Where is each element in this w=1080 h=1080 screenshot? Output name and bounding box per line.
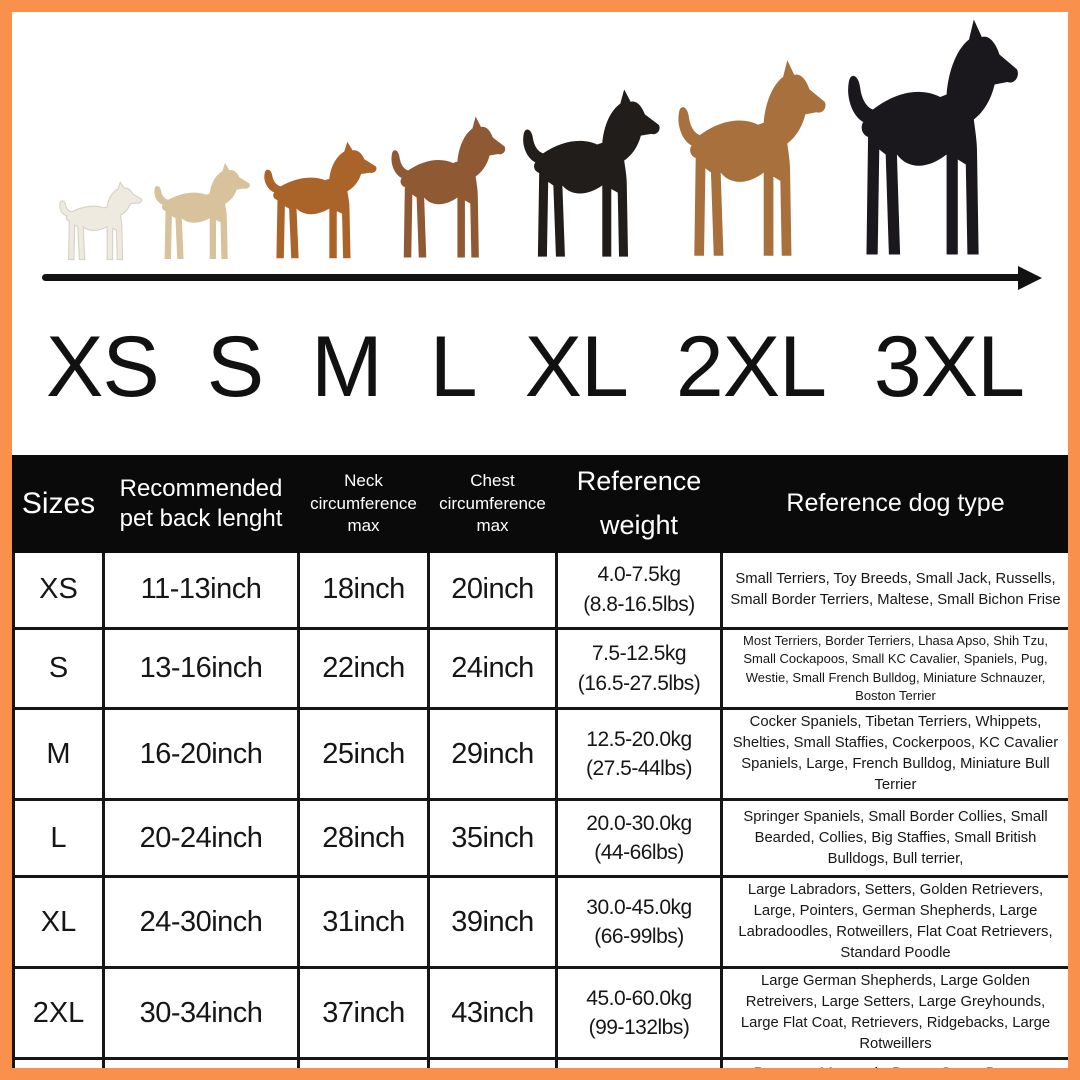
cell-size: S bbox=[12, 626, 105, 711]
dog-rottweiler-icon bbox=[507, 84, 662, 262]
arrow-head-icon bbox=[1018, 266, 1042, 290]
header-chest-circumference: Chest circumference max bbox=[427, 454, 558, 553]
cell-neck-max: 25inch bbox=[297, 707, 430, 802]
cell-weight: 20.0-30.0kg (44-66lbs) bbox=[555, 798, 723, 879]
cell-dog-types: Most Terriers, Border Terriers, Lhasa Ap… bbox=[720, 626, 1068, 711]
weight-lbs: (8.8-16.5lbs) bbox=[583, 592, 695, 616]
cell-size: 2XL bbox=[12, 966, 105, 1061]
cell-dog-types: Bernese Mountain Dogs, Great Danes, Newf… bbox=[720, 1057, 1068, 1068]
table-row-xs: XS 11-13inch 18inch 20inch 4.0-7.5kg (8.… bbox=[12, 549, 1068, 630]
weight-kg: 12.5-20.0kg bbox=[586, 728, 692, 752]
weight-kg: 60.0-95.0kg bbox=[562, 1070, 716, 1080]
weight-kg: 20.0-30.0kg bbox=[586, 812, 692, 836]
size-label-2xl: 2XL bbox=[675, 319, 827, 415]
cell-weight: 45.0-60.0kg (99-132lbs) bbox=[555, 966, 723, 1061]
cell-weight: 4.0-7.5kg (8.8-16.5lbs) bbox=[555, 549, 723, 630]
cell-size: XL bbox=[12, 875, 105, 970]
size-label-l: L bbox=[429, 319, 478, 415]
cell-weight: 30.0-45.0kg (66-99lbs) bbox=[555, 875, 723, 970]
cell-neck-max: 31inch bbox=[297, 875, 430, 970]
cell-dog-types: Large German Shepherds, Large Golden Ret… bbox=[720, 966, 1068, 1061]
size-direction-arrow bbox=[42, 266, 1042, 292]
weight-lbs: (44-66lbs) bbox=[594, 841, 684, 865]
dog-pug-icon bbox=[143, 160, 251, 262]
cell-chest-max: 24inch bbox=[427, 626, 558, 711]
cell-neck-max: 43inch bbox=[297, 1057, 430, 1068]
weight-lbs: (66-99lbs) bbox=[594, 925, 684, 949]
header-back-length: Recommended pet back lenght bbox=[102, 454, 300, 553]
cell-back-length: 20-24inch bbox=[102, 798, 300, 879]
cell-dog-types: Springer Spaniels, Small Border Collies,… bbox=[720, 798, 1068, 879]
size-labels: XS S M L XL 2XL 3XL bbox=[12, 320, 1068, 415]
cell-chest-max: 35inch bbox=[427, 798, 558, 879]
cell-back-length: 16-20inch bbox=[102, 707, 300, 802]
cell-neck-max: 22inch bbox=[297, 626, 430, 711]
cell-weight: 12.5-20.0kg (27.5-44lbs) bbox=[555, 707, 723, 802]
table-row-xl: XL 24-30inch 31inch 39inch 30.0-45.0kg (… bbox=[12, 875, 1068, 970]
table-row-m: M 16-20inch 25inch 29inch 12.5-20.0kg (2… bbox=[12, 707, 1068, 802]
cell-dog-types: Large Labradors, Setters, Golden Retriev… bbox=[720, 875, 1068, 970]
weight-kg: 45.0-60.0kg bbox=[586, 987, 692, 1011]
cell-dog-types: Cocker Spaniels, Tibetan Terriers, Whipp… bbox=[720, 707, 1068, 802]
cell-chest-max: 43inch bbox=[427, 966, 558, 1061]
dog-ridgeback-icon bbox=[661, 54, 828, 262]
table-row-2xl: 2XL 30-34inch 37inch 43inch 45.0-60.0kg … bbox=[12, 966, 1068, 1061]
dog-boxer-icon bbox=[378, 112, 507, 262]
cell-chest-max: 47inch bbox=[427, 1057, 558, 1068]
cell-back-length: 13-16inch bbox=[102, 626, 300, 711]
cell-weight: 7.5-12.5kg (16.5-27.5lbs) bbox=[555, 626, 723, 711]
size-table: Sizes Recommended pet back lenght Neck c… bbox=[12, 454, 1068, 1080]
cell-neck-max: 37inch bbox=[297, 966, 430, 1061]
weight-lbs: (16.5-27.5lbs) bbox=[577, 671, 701, 695]
cell-back-length: 30-34inch bbox=[102, 966, 300, 1061]
cell-neck-max: 28inch bbox=[297, 798, 430, 879]
cell-neck-max: 18inch bbox=[297, 549, 430, 630]
cell-dog-types: Small Terriers, Toy Breeds, Small Jack, … bbox=[720, 549, 1068, 630]
cell-size: XS bbox=[12, 549, 105, 630]
size-label-3xl: 3XL bbox=[873, 319, 1025, 415]
cell-chest-max: 29inch bbox=[427, 707, 558, 802]
dog-maltese-icon bbox=[50, 180, 143, 262]
cell-back-length: 11-13inch bbox=[102, 549, 300, 630]
header-sizes: Sizes bbox=[12, 454, 105, 553]
dog-great-dane-icon bbox=[828, 12, 1020, 262]
weight-kg: 4.0-7.5kg bbox=[597, 563, 681, 587]
cell-chest-max: 39inch bbox=[427, 875, 558, 970]
cell-size: L bbox=[12, 798, 105, 879]
weight-kg: 7.5-12.5kg bbox=[591, 642, 687, 666]
table-row-3xl: 3XL 34-40inch 43inch 47inch 60.0-95.0kg … bbox=[12, 1057, 1068, 1080]
size-label-s: S bbox=[206, 319, 264, 415]
cell-back-length: 34-40inch bbox=[102, 1057, 300, 1068]
header-reference-weight: Reference weight bbox=[555, 454, 723, 553]
cell-size: M bbox=[12, 707, 105, 802]
weight-lbs: (27.5-44lbs) bbox=[585, 757, 693, 781]
header-neck-circumference: Neck circumference max bbox=[297, 454, 430, 553]
weight-lbs: (99-132lbs) bbox=[588, 1016, 690, 1040]
cell-weight: 60.0-95.0kg (132-209lbs) bbox=[555, 1057, 723, 1080]
cell-back-length: 24-30inch bbox=[102, 875, 300, 970]
header-reference-dog-type: Reference dog type bbox=[720, 454, 1068, 553]
table-row-l: L 20-24inch 28inch 35inch 20.0-30.0kg (4… bbox=[12, 798, 1068, 879]
cell-chest-max: 20inch bbox=[427, 549, 558, 630]
size-label-xl: XL bbox=[524, 319, 629, 415]
arrow-line bbox=[42, 274, 1026, 281]
dog-cocker-spaniel-icon bbox=[251, 138, 378, 262]
size-label-xs: XS bbox=[46, 319, 160, 415]
size-label-m: M bbox=[311, 319, 383, 415]
dog-size-scale bbox=[12, 12, 1068, 262]
table-header-row: Sizes Recommended pet back lenght Neck c… bbox=[12, 454, 1068, 553]
weight-kg: 30.0-45.0kg bbox=[586, 896, 692, 920]
table-row-s: S 13-16inch 22inch 24inch 7.5-12.5kg (16… bbox=[12, 626, 1068, 711]
cell-size: 3XL bbox=[12, 1057, 105, 1068]
